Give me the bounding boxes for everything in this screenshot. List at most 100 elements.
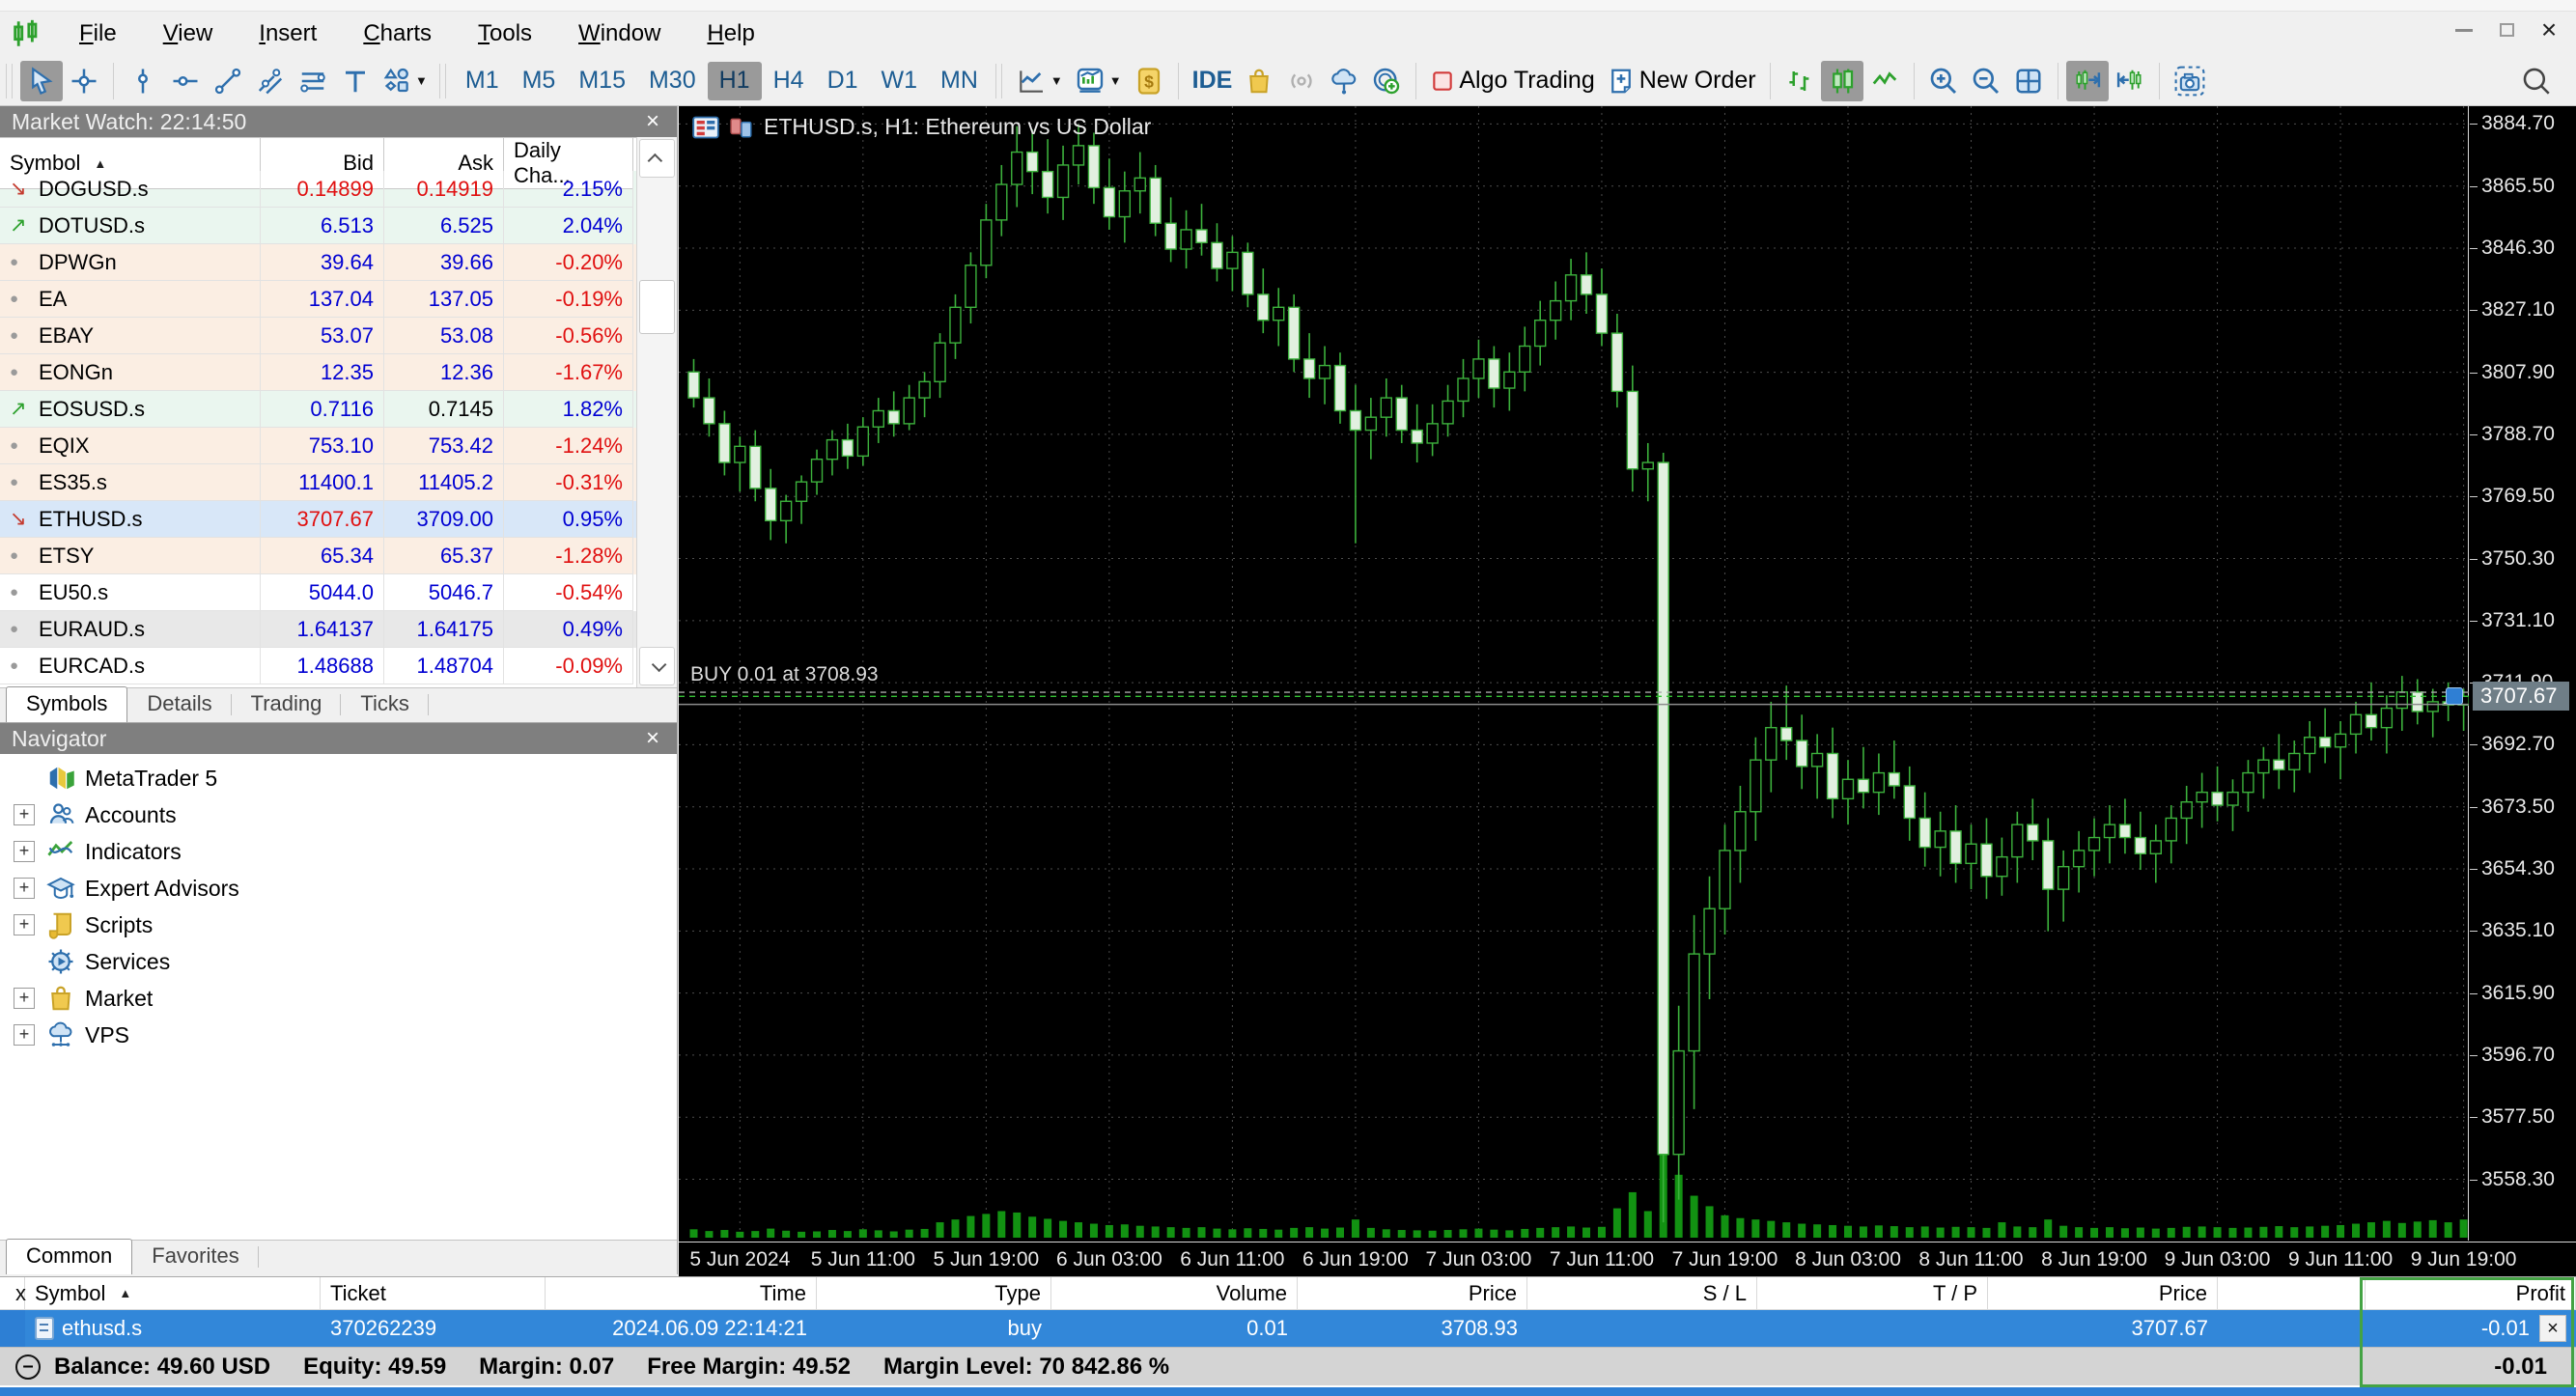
indicators-button[interactable]: ▼ <box>1069 61 1128 101</box>
tab-details[interactable]: Details <box>127 687 232 722</box>
search-button[interactable] <box>2514 61 2559 101</box>
cloud-button[interactable] <box>1323 61 1365 101</box>
tab-favorites[interactable]: Favorites <box>132 1240 260 1274</box>
open-position-row[interactable]: ethusd.s 370262239 2024.06.09 22:14:21 b… <box>0 1310 2576 1347</box>
community-button[interactable] <box>1365 61 1408 101</box>
navigator-item-vps[interactable]: + VPS <box>0 1017 677 1053</box>
tab-common[interactable]: Common <box>6 1239 133 1274</box>
toolbox-column-gap[interactable] <box>2218 1277 2366 1310</box>
timeframe-button-m30[interactable]: M30 <box>648 67 696 94</box>
timeframe-button-h4[interactable]: H4 <box>772 67 804 94</box>
market-watch-row-ebay[interactable]: ● EBAY 53.07 53.08 -0.56% <box>0 318 636 354</box>
toolbox-column-sl[interactable]: S / L <box>1527 1277 1757 1310</box>
new-order-button[interactable]: New Order <box>1601 61 1762 101</box>
toolbox-column-time[interactable]: Time <box>546 1277 817 1310</box>
market-watch-row-dpwgn[interactable]: ● DPWGn 39.64 39.66 -0.20% <box>0 244 636 281</box>
tab-ticks[interactable]: Ticks <box>341 687 429 722</box>
column-header-ask[interactable]: Ask <box>384 138 504 189</box>
deposit-button[interactable]: $ <box>1128 61 1170 101</box>
menu-item-file[interactable]: File <box>79 20 117 46</box>
toolbox-column-ticket[interactable]: Ticket <box>321 1277 546 1310</box>
auto-scroll-button[interactable] <box>2065 60 2109 101</box>
market-watch-row-dogusd.s[interactable]: ↘ DOGUSD.s 0.14899 0.14919 2.15% <box>0 171 636 208</box>
expand-plus-icon[interactable]: + <box>14 1024 35 1046</box>
market-watch-row-eu50.s[interactable]: ● EU50.s 5044.0 5046.7 -0.54% <box>0 574 636 611</box>
timeframe-button-w1[interactable]: W1 <box>881 67 918 94</box>
crosshair-tool-button[interactable] <box>63 61 105 101</box>
toolbox-close-gutter[interactable]: x <box>0 1277 26 1310</box>
market-watch-scrollbar[interactable] <box>636 137 677 687</box>
toolbox-column-price-current[interactable]: Price <box>1988 1277 2218 1310</box>
signals-button[interactable] <box>1280 61 1323 101</box>
menu-item-charts[interactable]: Charts <box>363 20 433 46</box>
navigator-item-services[interactable]: +Services <box>0 943 677 980</box>
shapes-tool-button[interactable]: ▼ <box>377 61 434 101</box>
market-store-button[interactable] <box>1238 61 1280 101</box>
tab-symbols[interactable]: Symbols <box>6 686 128 722</box>
screenshot-button[interactable] <box>2168 61 2212 101</box>
market-watch-row-eosusd.s[interactable]: ↗ EOSUSD.s 0.7116 0.7145 1.82% <box>0 391 636 428</box>
chart-window[interactable]: ETHUSD.s, H1: Ethereum vs US Dollar BUY … <box>679 106 2576 1276</box>
chart-objects-button[interactable]: ▼ <box>1010 61 1069 101</box>
minimize-button[interactable] <box>2443 12 2485 48</box>
restore-button[interactable] <box>2485 12 2528 48</box>
market-watch-titlebar[interactable]: Market Watch: 22:14:50 × <box>0 106 677 137</box>
navigator-item-accounts[interactable]: + Accounts <box>0 796 677 833</box>
navigator-item-market[interactable]: + Market <box>0 980 677 1017</box>
price-axis[interactable]: 3884.70 3865.50 3846.30 3827.10 3807.90 3788.… <box>2470 106 2576 1241</box>
market-watch-row-ethusd.s[interactable]: ↘ ETHUSD.s 3707.67 3709.00 0.95% <box>0 501 636 538</box>
toolbox-column-profit[interactable]: Profit <box>2366 1277 2576 1310</box>
timeframe-button-mn[interactable]: MN <box>940 67 978 94</box>
line-chart-mode-button[interactable] <box>1863 61 1906 101</box>
fibonacci-tool-button[interactable] <box>292 61 334 101</box>
menu-item-window[interactable]: Window <box>578 20 661 46</box>
timeframe-button-m1[interactable]: M1 <box>464 67 499 94</box>
expand-plus-icon[interactable]: + <box>14 988 35 1009</box>
candlestick-mode-button[interactable] <box>1820 60 1863 101</box>
collapse-icon[interactable]: – <box>15 1354 41 1380</box>
vertical-line-tool-button[interactable] <box>122 61 164 101</box>
toolbar-grip[interactable] <box>438 63 446 98</box>
close-button[interactable]: × <box>2528 12 2570 48</box>
toolbox-column-symbol[interactable]: Symbol ▲ <box>25 1277 321 1310</box>
toolbox-column-volume[interactable]: Volume <box>1051 1277 1298 1310</box>
algo-trading-button[interactable]: Algo Trading <box>1424 61 1600 101</box>
timeframe-button-m5[interactable]: M5 <box>521 67 556 94</box>
scroll-up-button[interactable] <box>639 139 675 178</box>
market-watch-row-euraud.s[interactable]: ● EURAUD.s 1.64137 1.64175 0.49% <box>0 611 636 648</box>
toolbox-column-price[interactable]: Price <box>1298 1277 1527 1310</box>
navigator-item-scripts[interactable]: + Scripts <box>0 907 677 943</box>
menu-item-help[interactable]: Help <box>707 20 755 46</box>
market-watch-close-icon[interactable]: × <box>645 108 659 134</box>
trendline-tool-button[interactable] <box>207 61 249 101</box>
navigator-item-expert-advisors[interactable]: + Expert Advisors <box>0 870 677 907</box>
scroll-down-button[interactable] <box>639 647 675 685</box>
toolbox-column-type[interactable]: Type <box>817 1277 1051 1310</box>
close-position-button[interactable]: × <box>2539 1315 2566 1342</box>
market-watch-row-es35.s[interactable]: ● ES35.s 11400.1 11405.2 -0.31% <box>0 464 636 501</box>
menu-item-tools[interactable]: Tools <box>478 20 533 46</box>
bar-chart-mode-button[interactable] <box>1778 61 1821 101</box>
chart-plot-area[interactable]: BUY 0.01 at 3708.93 <box>679 106 2470 1241</box>
expand-plus-icon[interactable]: + <box>14 914 35 935</box>
time-axis[interactable]: 5 Jun 2024 5 Jun 11:00 5 Jun 19:00 6 Jun 03… <box>679 1242 2576 1276</box>
column-header-symbol[interactable]: Symbol ▲ <box>0 138 261 189</box>
column-header-bid[interactable]: Bid <box>261 138 384 189</box>
navigator-titlebar[interactable]: Navigator × <box>0 723 677 754</box>
column-header-change[interactable]: Daily Cha... <box>504 138 633 189</box>
market-watch-row-eqix[interactable]: ● EQIX 753.10 753.42 -1.24% <box>0 428 636 464</box>
expand-plus-icon[interactable]: + <box>14 804 35 825</box>
channel-tool-button[interactable] <box>249 61 292 101</box>
expand-plus-icon[interactable]: + <box>14 841 35 862</box>
trade-marker-icon[interactable] <box>2446 687 2463 706</box>
horizontal-line-tool-button[interactable] <box>164 61 207 101</box>
market-watch-row-ea[interactable]: ● EA 137.04 137.05 -0.19% <box>0 281 636 318</box>
tab-trading[interactable]: Trading <box>232 687 342 722</box>
market-watch-row-eongn[interactable]: ● EONGn 12.35 12.36 -1.67% <box>0 354 636 391</box>
toolbar-grip[interactable] <box>6 63 13 98</box>
menu-item-insert[interactable]: Insert <box>259 20 318 46</box>
toolbox-column-tp[interactable]: T / P <box>1757 1277 1988 1310</box>
zoom-in-button[interactable] <box>1922 61 1965 101</box>
navigator-item-metatrader-5[interactable]: +MetaTrader 5 <box>0 760 677 796</box>
timeframe-button-h1[interactable]: H1 <box>707 61 762 100</box>
